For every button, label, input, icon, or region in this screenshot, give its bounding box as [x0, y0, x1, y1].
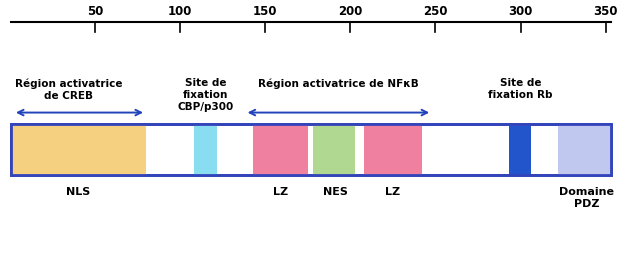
Bar	[558, 124, 611, 174]
Text: Région activatrice de NFκB: Région activatrice de NFκB	[258, 78, 419, 89]
Bar	[509, 124, 531, 174]
Bar	[11, 124, 611, 174]
Text: Site de
fixation
CBP/p300: Site de fixation CBP/p300	[177, 78, 233, 112]
Bar	[364, 124, 422, 174]
Bar	[193, 124, 217, 174]
Text: Région activatrice
de CREB: Région activatrice de CREB	[15, 78, 122, 101]
Text: 350: 350	[593, 5, 618, 18]
Text: LZ: LZ	[386, 187, 401, 197]
Text: NLS: NLS	[66, 187, 90, 197]
Bar	[11, 124, 146, 174]
Bar	[253, 124, 308, 174]
Bar	[11, 124, 611, 174]
Text: LZ: LZ	[273, 187, 288, 197]
Text: 300: 300	[509, 5, 533, 18]
Text: 50: 50	[87, 5, 103, 18]
Text: Site de
fixation Rb: Site de fixation Rb	[489, 78, 553, 100]
Text: 200: 200	[338, 5, 363, 18]
Bar	[313, 124, 356, 174]
Text: Domaine
PDZ: Domaine PDZ	[559, 187, 615, 209]
Text: 150: 150	[253, 5, 278, 18]
Text: 250: 250	[423, 5, 448, 18]
Text: 100: 100	[168, 5, 192, 18]
Text: NES: NES	[323, 187, 348, 197]
